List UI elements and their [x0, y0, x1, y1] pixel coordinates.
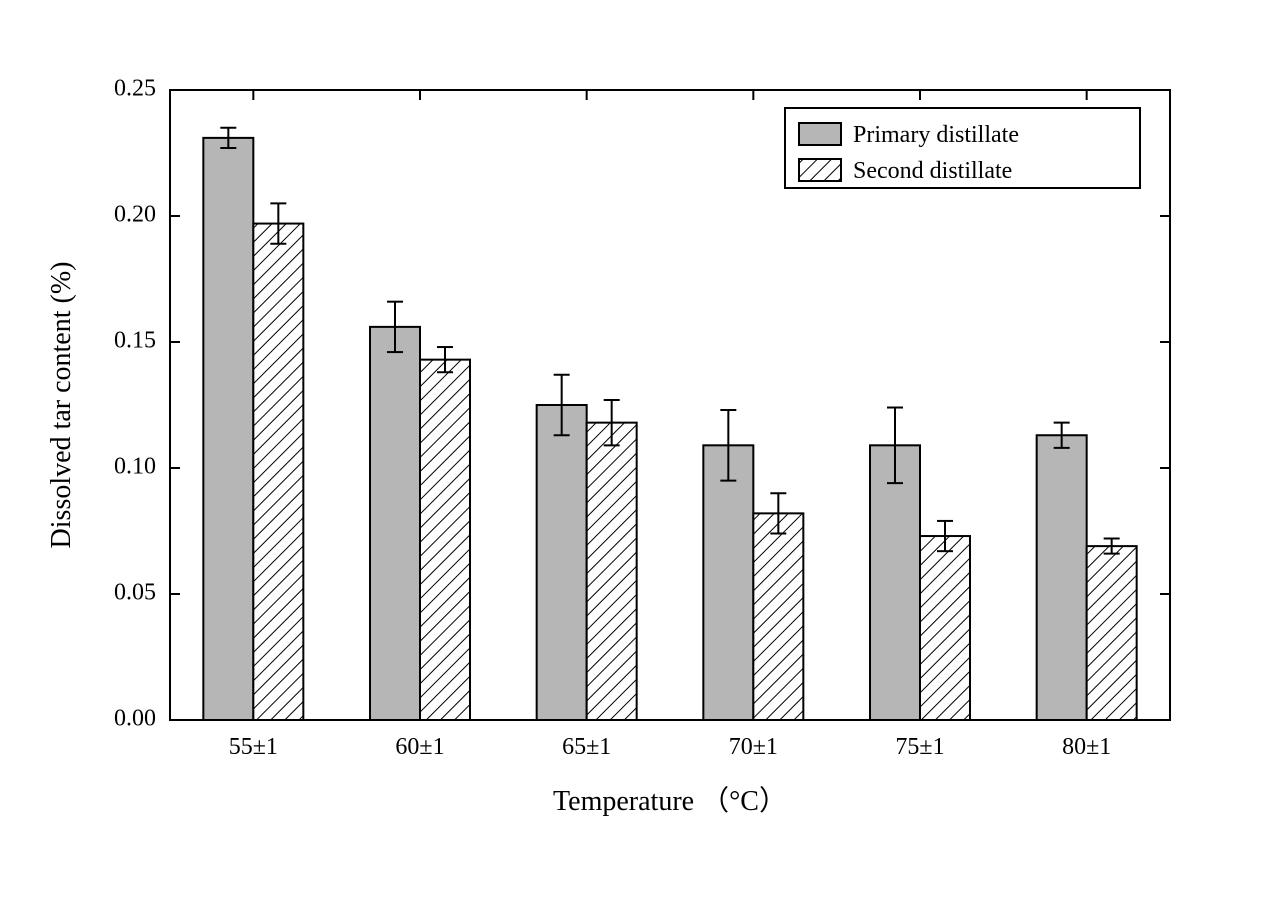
bar — [420, 360, 470, 720]
bar — [920, 536, 970, 720]
legend-label: Second distillate — [853, 158, 1012, 184]
y-tick-label: 0.25 — [114, 76, 156, 102]
x-tick-label: 60±1 — [395, 734, 444, 760]
bar — [1037, 435, 1087, 720]
bar — [870, 445, 920, 720]
legend-label: Primary distillate — [853, 122, 1019, 148]
y-tick-label: 0.15 — [114, 328, 156, 354]
y-tick-label: 0.10 — [114, 454, 156, 480]
chart-container: 0.00 0.05 0.10 0.15 0.20 0.25 55±1 60±1 65±1 70±1… — [0, 0, 1280, 906]
bar — [253, 224, 303, 720]
y-tick-label: 0.20 — [114, 202, 156, 228]
bar — [537, 405, 587, 720]
bar — [1087, 546, 1137, 720]
bar — [203, 138, 253, 720]
x-tick-label: 75±1 — [895, 734, 944, 760]
x-axis-label: Temperature （°C） — [553, 785, 787, 817]
bar — [587, 423, 637, 720]
bar-chart: 0.00 0.05 0.10 0.15 0.20 0.25 55±1 60±1 65±1 70±1… — [0, 0, 1280, 906]
y-tick-label: 0.00 — [114, 706, 156, 732]
y-axis-label: Dissolved tar content (%) — [46, 262, 77, 549]
x-tick-label: 65±1 — [562, 734, 611, 760]
x-tick-label: 80±1 — [1062, 734, 1111, 760]
x-tick-label: 70±1 — [729, 734, 778, 760]
bar — [753, 513, 803, 720]
legend: Primary distillate Second distillate — [785, 108, 1140, 188]
bar — [370, 327, 420, 720]
y-tick-label: 0.05 — [114, 580, 156, 606]
x-tick-label: 55±1 — [229, 734, 278, 760]
bar — [703, 445, 753, 720]
